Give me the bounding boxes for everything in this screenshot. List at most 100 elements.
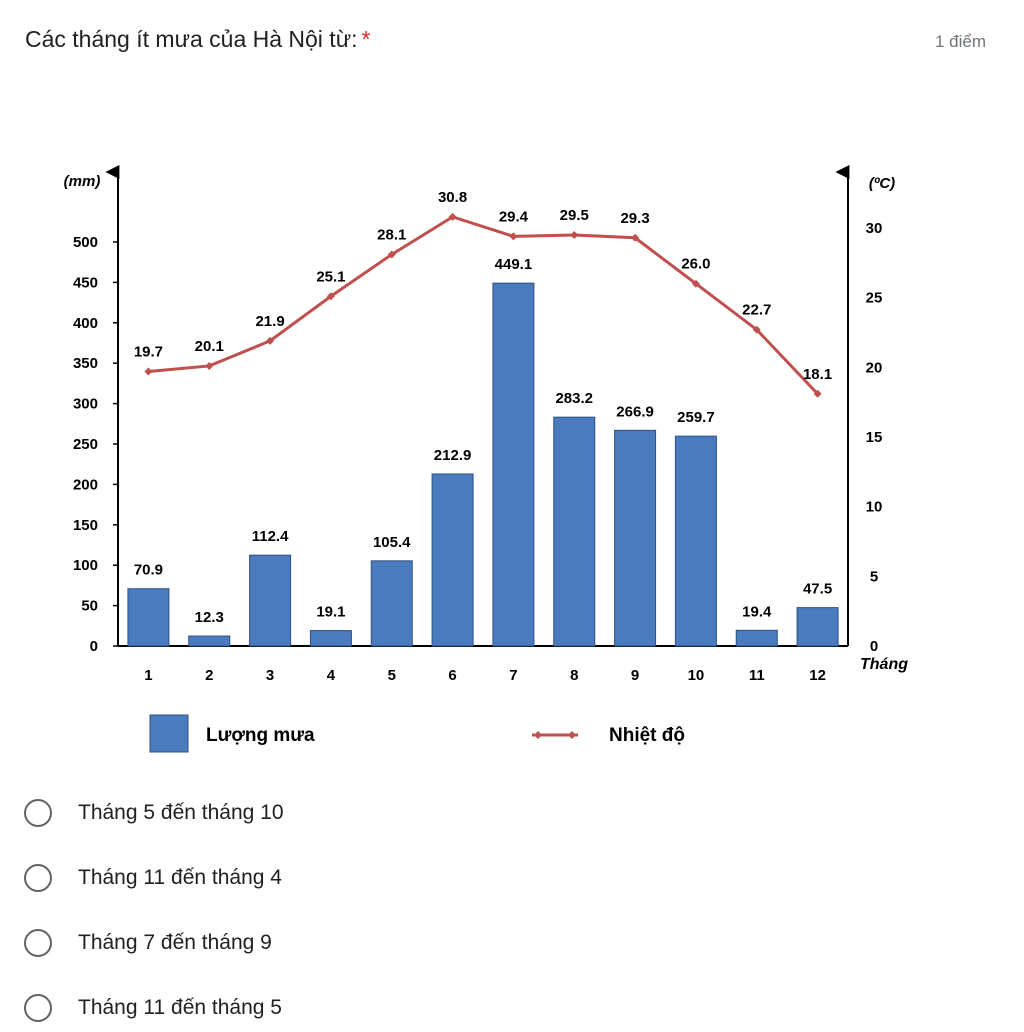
rainfall-value-label: 105.4 <box>373 534 411 551</box>
rainfall-bar <box>188 635 231 647</box>
left-axis-unit: (mm) <box>64 173 101 190</box>
left-axis-tick-label: 250 <box>73 436 98 453</box>
right-axis-tick-label: 25 <box>866 290 883 307</box>
temperature-point <box>813 389 822 398</box>
temperature-value-label: 22.7 <box>742 302 771 319</box>
rainfall-value-label: 70.9 <box>134 562 163 579</box>
left-axis-tick-label: 150 <box>73 517 98 534</box>
right-axis-tick-label: 20 <box>866 359 883 376</box>
left-axis-tick-label: 500 <box>73 234 98 251</box>
temperature-line <box>148 215 819 395</box>
radio-button[interactable] <box>24 929 52 957</box>
rainfall-bar <box>796 607 839 647</box>
left-axis-tick-label: 0 <box>90 638 98 655</box>
rainfall-value-label: 19.4 <box>742 603 772 620</box>
temperature-point <box>266 336 275 345</box>
required-asterisk: * <box>361 26 371 52</box>
left-axis-tick-label: 200 <box>73 476 98 493</box>
rainfall-value-label: 112.4 <box>252 528 289 545</box>
temperature-point <box>205 361 214 370</box>
rainfall-bar <box>431 473 474 647</box>
x-axis-tick-label: 9 <box>631 667 639 684</box>
temperature-value-label: 18.1 <box>803 366 832 383</box>
rainfall-bar <box>614 429 657 647</box>
right-axis-tick-label: 5 <box>870 568 878 585</box>
rainfall-bar <box>127 588 170 647</box>
rainfall-bar <box>492 282 535 647</box>
temperature-value-label: 30.8 <box>438 189 467 206</box>
x-axis-tick-label: 5 <box>388 667 396 684</box>
option-november-to-april[interactable]: Tháng 11 đến tháng 4 <box>24 861 282 895</box>
points-label: 1 điểm <box>934 32 986 51</box>
radio-button[interactable] <box>24 799 52 827</box>
temperature-value-label: 21.9 <box>255 313 284 330</box>
temperature-value-label: 29.4 <box>499 208 529 225</box>
x-axis-tick-label: 12 <box>809 667 826 684</box>
rainfall-value-label: 47.5 <box>803 581 832 598</box>
radio-button[interactable] <box>24 864 52 892</box>
left-axis-tick-label: 300 <box>73 396 98 413</box>
left-axis-tick-label: 400 <box>73 315 98 332</box>
chart-svg: (mm) (ºC) 0 50 100 150 200 250 300 350 400 450 500 0 5… <box>64 165 908 753</box>
rainfall-value-label: 266.9 <box>616 403 654 420</box>
x-axis-tick-label: 7 <box>509 667 517 684</box>
option-november-to-may[interactable]: Tháng 11 đến tháng 5 <box>24 991 282 1025</box>
temperature-value-label: 28.1 <box>377 226 406 243</box>
right-axis-tick-label: 30 <box>866 220 883 237</box>
rainfall-value-label: 212.9 <box>434 447 472 464</box>
temperature-point <box>752 325 761 334</box>
left-axis-tick-label: 100 <box>73 557 98 574</box>
left-axis-tick-label: 350 <box>73 355 98 372</box>
question-text: Các tháng ít mưa của Hà Nội từ: <box>25 26 358 52</box>
temperature-value-label: 29.5 <box>560 207 589 224</box>
temperature-point <box>144 367 153 376</box>
right-axis-tick-label: 0 <box>870 638 878 655</box>
x-axis-tick-label: 3 <box>266 667 274 684</box>
temperature-value-label: 25.1 <box>316 268 345 285</box>
question-title: Các tháng ít mưa của Hà Nội từ: * <box>25 26 370 53</box>
legend-rainfall-label: Lượng mưa <box>206 725 315 746</box>
temperature-value-label: 20.1 <box>195 338 224 355</box>
legend-temperature-label: Nhiệt độ <box>609 725 685 746</box>
temperature-value-label: 26.0 <box>681 256 710 273</box>
x-axis-tick-label: 4 <box>327 667 336 684</box>
option-label: Tháng 7 đến tháng 9 <box>78 931 272 954</box>
x-axis-tick-label: 10 <box>688 667 705 684</box>
x-axis-tick-label: 1 <box>144 667 152 684</box>
rainfall-value-label: 283.2 <box>555 390 593 407</box>
rainfall-bar <box>735 629 778 647</box>
temperature-point <box>570 230 579 239</box>
option-label: Tháng 11 đến tháng 4 <box>78 866 282 889</box>
rainfall-value-label: 12.3 <box>195 609 224 626</box>
option-may-to-october[interactable]: Tháng 5 đến tháng 10 <box>24 796 284 830</box>
temperature-point <box>631 233 640 242</box>
temperature-value-label: 19.7 <box>134 344 163 361</box>
x-axis-tick-label: 2 <box>205 667 213 684</box>
right-axis-tick-label: 10 <box>866 499 883 516</box>
rainfall-bar <box>370 560 413 647</box>
temperature-point <box>326 292 335 301</box>
rainfall-bar <box>309 630 352 647</box>
radio-button[interactable] <box>24 994 52 1022</box>
temperature-point <box>387 250 396 259</box>
legend-rainfall-swatch <box>149 714 189 753</box>
right-axis-unit: (ºC) <box>869 175 895 192</box>
climate-chart: (mm) (ºC) 0 50 100 150 200 250 300 350 400 450 500 0 5… <box>0 150 1024 770</box>
temperature-point <box>448 212 457 221</box>
x-axis-tick-label: 8 <box>570 667 578 684</box>
temperature-point <box>691 279 700 288</box>
option-label: Tháng 5 đến tháng 10 <box>78 801 284 824</box>
right-axis-tick-label: 15 <box>866 429 883 446</box>
rainfall-value-label: 449.1 <box>495 256 533 273</box>
temperature-point <box>509 232 518 241</box>
rainfall-value-label: 259.7 <box>677 409 715 426</box>
rainfall-bar <box>674 435 717 647</box>
option-july-to-september[interactable]: Tháng 7 đến tháng 9 <box>24 926 272 960</box>
left-axis-tick-label: 450 <box>73 274 98 291</box>
left-axis-tick-label: 50 <box>81 598 98 615</box>
x-axis-tick-label: 6 <box>448 667 456 684</box>
x-axis-tick-label: 11 <box>749 667 765 684</box>
option-label: Tháng 11 đến tháng 5 <box>78 996 282 1019</box>
legend-temperature-marker-left <box>534 731 542 739</box>
rainfall-bar <box>249 554 292 647</box>
